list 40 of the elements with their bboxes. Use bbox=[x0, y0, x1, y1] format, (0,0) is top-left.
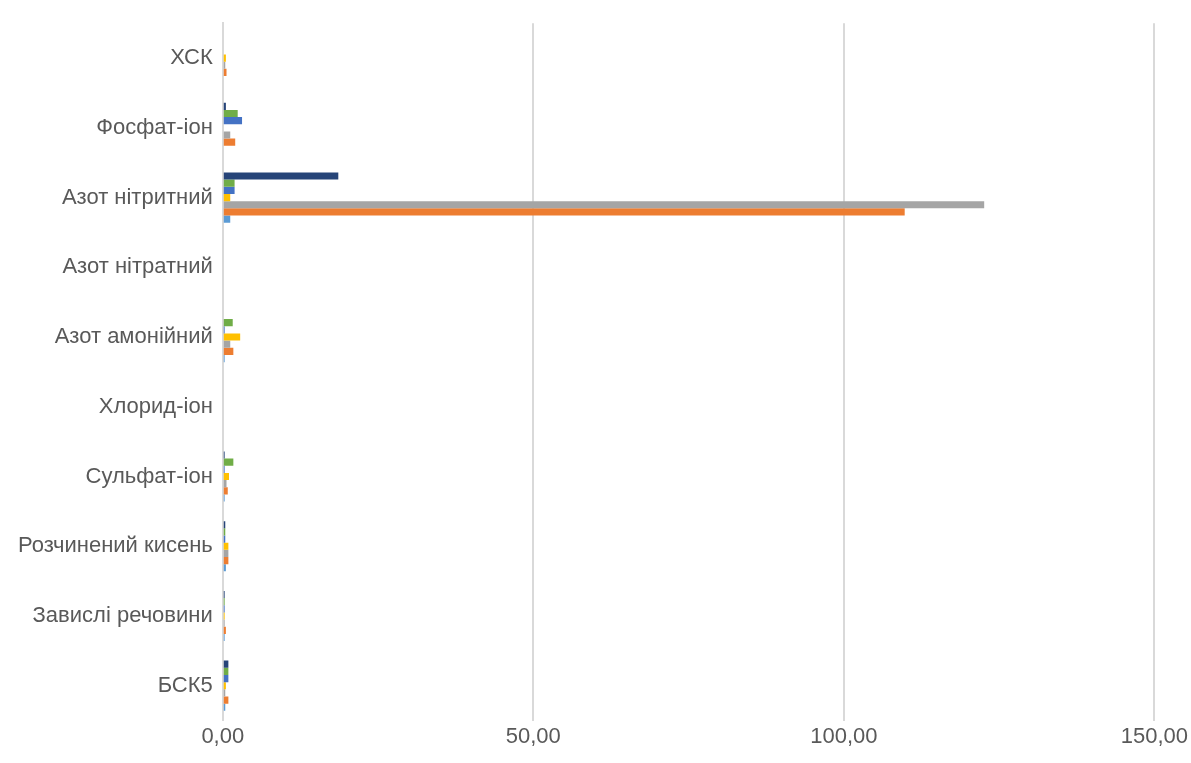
bar bbox=[223, 172, 339, 180]
bar bbox=[223, 347, 234, 355]
y-tick-label: Розчинений кисень bbox=[17, 532, 213, 558]
y-tick-label: ХСК bbox=[170, 44, 213, 70]
y-tick-label: БСК5 bbox=[157, 671, 213, 697]
x-tick-label: 50,00 bbox=[505, 722, 561, 748]
bar bbox=[223, 333, 241, 341]
bar bbox=[223, 626, 226, 634]
bar bbox=[223, 487, 228, 495]
bar bbox=[223, 179, 235, 187]
bar bbox=[223, 208, 905, 216]
x-tick-label: 0,00 bbox=[201, 722, 245, 748]
bar bbox=[223, 682, 226, 690]
y-tick-label: Завислі речовини bbox=[32, 602, 213, 628]
y-tick-label: Азот нітритний bbox=[61, 183, 213, 209]
bar bbox=[223, 117, 243, 125]
bar bbox=[223, 186, 235, 194]
y-tick-label: Сульфат-іон bbox=[85, 462, 213, 488]
bar bbox=[223, 319, 233, 327]
bar bbox=[223, 215, 231, 223]
bar bbox=[223, 564, 226, 572]
bar bbox=[223, 109, 238, 118]
y-tick-label: Азот нітратний bbox=[62, 253, 213, 279]
y-tick-label: Хлорид-іон bbox=[98, 392, 213, 418]
x-tick-label: 150,00 bbox=[1120, 722, 1188, 748]
bar bbox=[223, 480, 227, 488]
bar bbox=[223, 102, 226, 110]
bar bbox=[223, 193, 231, 202]
y-tick-label: Фосфат-іон bbox=[96, 113, 213, 139]
bar bbox=[223, 68, 227, 76]
bar bbox=[223, 340, 231, 348]
bar bbox=[223, 54, 226, 62]
bar bbox=[223, 131, 231, 139]
bar bbox=[223, 138, 236, 146]
bar bbox=[223, 201, 985, 209]
y-tick-label: Азот амонійний bbox=[54, 323, 213, 349]
bar bbox=[223, 696, 229, 704]
bar bbox=[223, 458, 234, 466]
bar bbox=[223, 472, 229, 481]
x-tick-label: 100,00 bbox=[810, 722, 878, 748]
